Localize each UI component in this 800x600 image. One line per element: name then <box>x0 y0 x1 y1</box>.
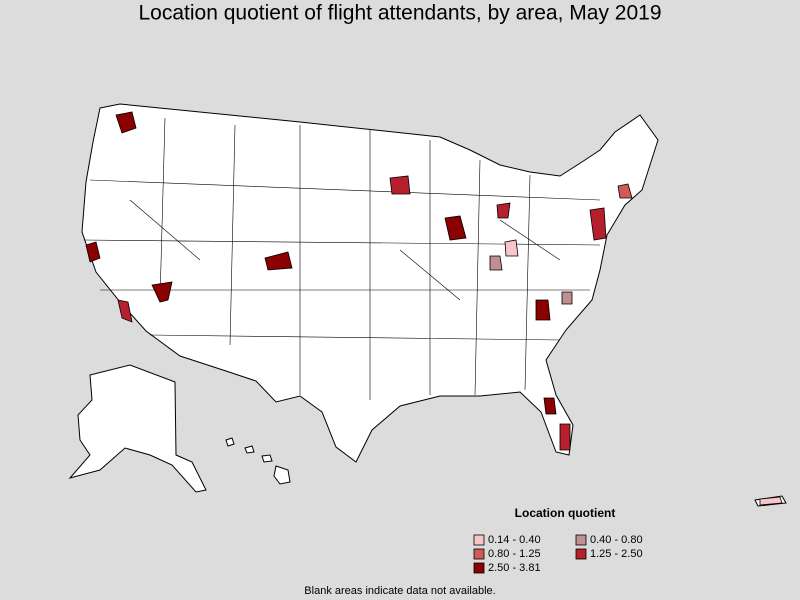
legend-swatch <box>473 562 485 574</box>
legend-label: 0.40 - 0.80 <box>590 534 643 546</box>
alaska <box>68 364 207 493</box>
legend-label: 2.50 - 3.81 <box>488 562 541 574</box>
map-title: Location quotient of flight attendants, … <box>138 2 661 25</box>
legend-swatch <box>473 548 485 560</box>
legend-label: 0.80 - 1.25 <box>488 548 541 560</box>
legend-label: 1.25 - 2.50 <box>590 548 643 560</box>
legend-title: Location quotient <box>515 506 616 520</box>
highlighted-areas <box>85 111 633 451</box>
legend-swatch <box>575 548 587 560</box>
legend-swatch <box>575 534 587 546</box>
legend-swatch <box>473 534 485 546</box>
pr-area <box>759 496 783 506</box>
legend: Location quotient 0.14 - 0.40 0.40 - 0.80… <box>473 506 643 574</box>
footnote: Blank areas indicate data not available. <box>304 585 495 597</box>
map <box>68 103 787 507</box>
hawaii <box>225 437 291 485</box>
region-lines <box>83 117 601 400</box>
legend-label: 0.14 - 0.40 <box>488 534 541 546</box>
